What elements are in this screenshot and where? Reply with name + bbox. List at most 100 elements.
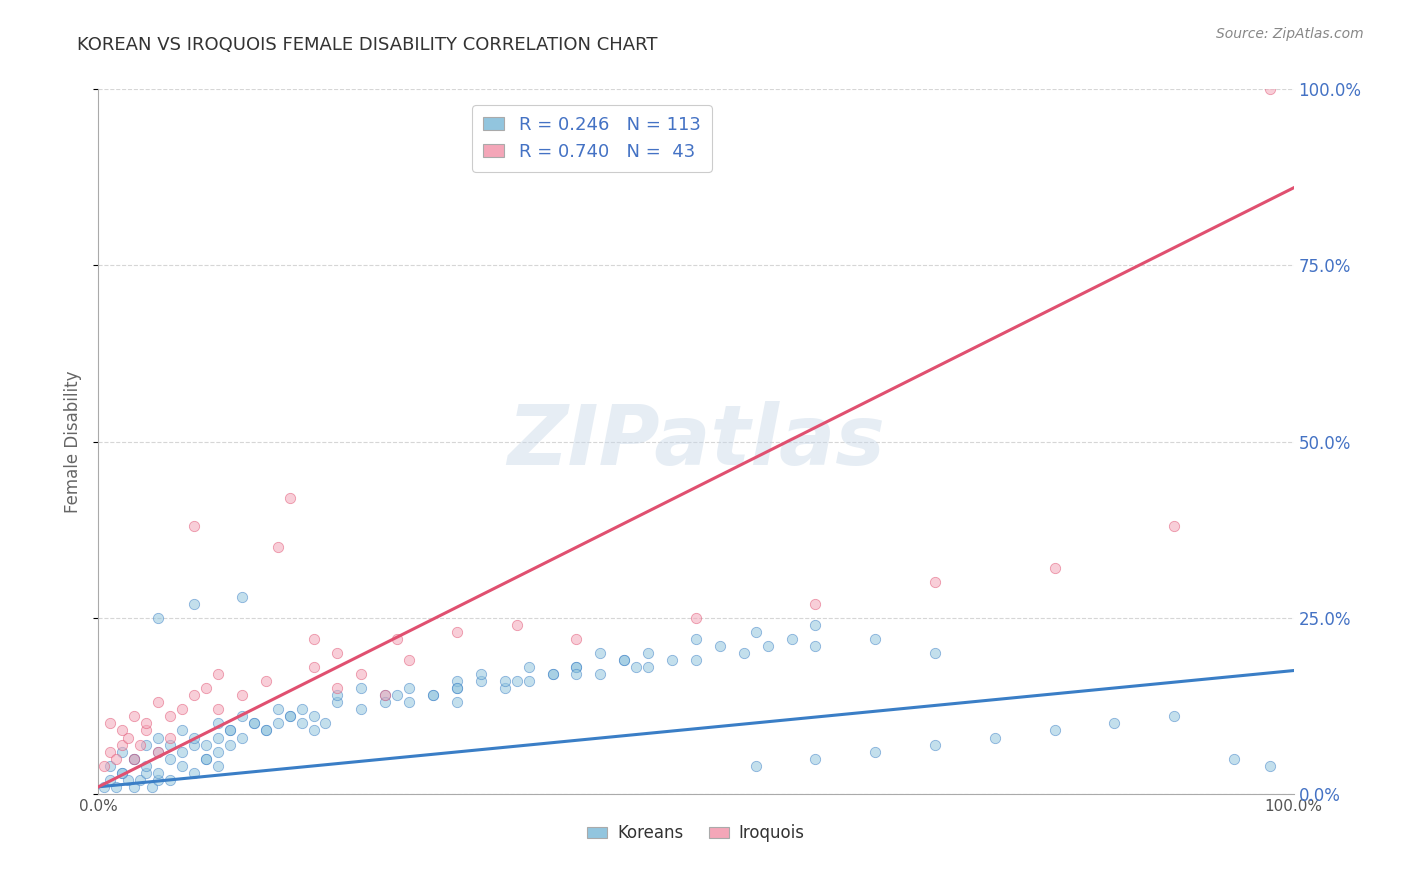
Point [207, 716, 229, 731]
Point [141, 780, 163, 794]
Point [172, 702, 194, 716]
Point [183, 765, 205, 780]
Point [398, 681, 420, 696]
Point [159, 772, 181, 787]
Point [924, 738, 946, 752]
Point [98, 745, 122, 759]
Point [745, 758, 768, 772]
Point [135, 723, 157, 738]
Point [398, 653, 420, 667]
Point [1043, 723, 1066, 738]
Point [207, 702, 229, 716]
Point [135, 758, 157, 772]
Point [494, 681, 516, 696]
Point [1258, 758, 1281, 772]
Point [685, 610, 707, 624]
Point [148, 731, 170, 745]
Point [231, 731, 253, 745]
Point [105, 751, 128, 765]
Point [267, 541, 290, 555]
Point [159, 751, 181, 765]
Text: Source: ZipAtlas.com: Source: ZipAtlas.com [1216, 27, 1364, 41]
Point [446, 674, 468, 689]
Point [105, 780, 128, 794]
Point [326, 695, 349, 709]
Point [267, 702, 290, 716]
Point [207, 667, 229, 681]
Point [124, 709, 146, 723]
Point [446, 624, 468, 639]
Point [124, 751, 146, 765]
Point [111, 723, 134, 738]
Point [626, 660, 648, 674]
Point [589, 667, 612, 681]
Point [865, 745, 887, 759]
Point [374, 695, 396, 709]
Point [565, 660, 588, 674]
Point [398, 695, 420, 709]
Point [315, 716, 337, 731]
Point [422, 688, 444, 702]
Point [565, 667, 588, 681]
Point [326, 681, 349, 696]
Point [350, 681, 373, 696]
Point [98, 772, 122, 787]
Point [565, 632, 588, 646]
Point [613, 653, 636, 667]
Point [804, 751, 827, 765]
Point [302, 632, 325, 646]
Point [254, 723, 277, 738]
Point [302, 660, 325, 674]
Y-axis label: Female Disability: Female Disability [65, 370, 83, 513]
Point [470, 674, 492, 689]
Point [865, 632, 887, 646]
Point [733, 646, 755, 660]
Point [219, 723, 242, 738]
Point [117, 772, 139, 787]
Point [183, 738, 205, 752]
Point [195, 751, 218, 765]
Point [446, 681, 468, 696]
Point [219, 723, 242, 738]
Point [124, 780, 146, 794]
Point [254, 723, 277, 738]
Point [326, 646, 349, 660]
Point [219, 738, 242, 752]
Point [709, 639, 731, 653]
Point [172, 758, 194, 772]
Point [148, 772, 170, 787]
Point [243, 716, 266, 731]
Point [254, 674, 277, 689]
Text: ZIPatlas: ZIPatlas [508, 401, 884, 482]
Point [231, 590, 253, 604]
Point [984, 731, 1007, 745]
Point [148, 745, 170, 759]
Point [183, 688, 205, 702]
Point [172, 745, 194, 759]
Point [243, 716, 266, 731]
Point [98, 716, 122, 731]
Point [685, 632, 707, 646]
Point [374, 688, 396, 702]
Point [207, 731, 229, 745]
Point [207, 758, 229, 772]
Point [124, 751, 146, 765]
Point [924, 575, 946, 590]
Point [278, 709, 301, 723]
Point [278, 491, 301, 505]
Point [385, 688, 409, 702]
Point [589, 646, 612, 660]
Point [506, 617, 529, 632]
Point [183, 519, 205, 533]
Point [129, 738, 152, 752]
Point [195, 681, 218, 696]
Point [613, 653, 636, 667]
Point [172, 723, 194, 738]
Point [374, 688, 396, 702]
Text: KOREAN VS IROQUOIS FEMALE DISABILITY CORRELATION CHART: KOREAN VS IROQUOIS FEMALE DISABILITY COR… [77, 36, 658, 54]
Point [291, 702, 314, 716]
Point [756, 639, 779, 653]
Point [494, 674, 516, 689]
Point [98, 758, 122, 772]
Point [1043, 561, 1066, 575]
